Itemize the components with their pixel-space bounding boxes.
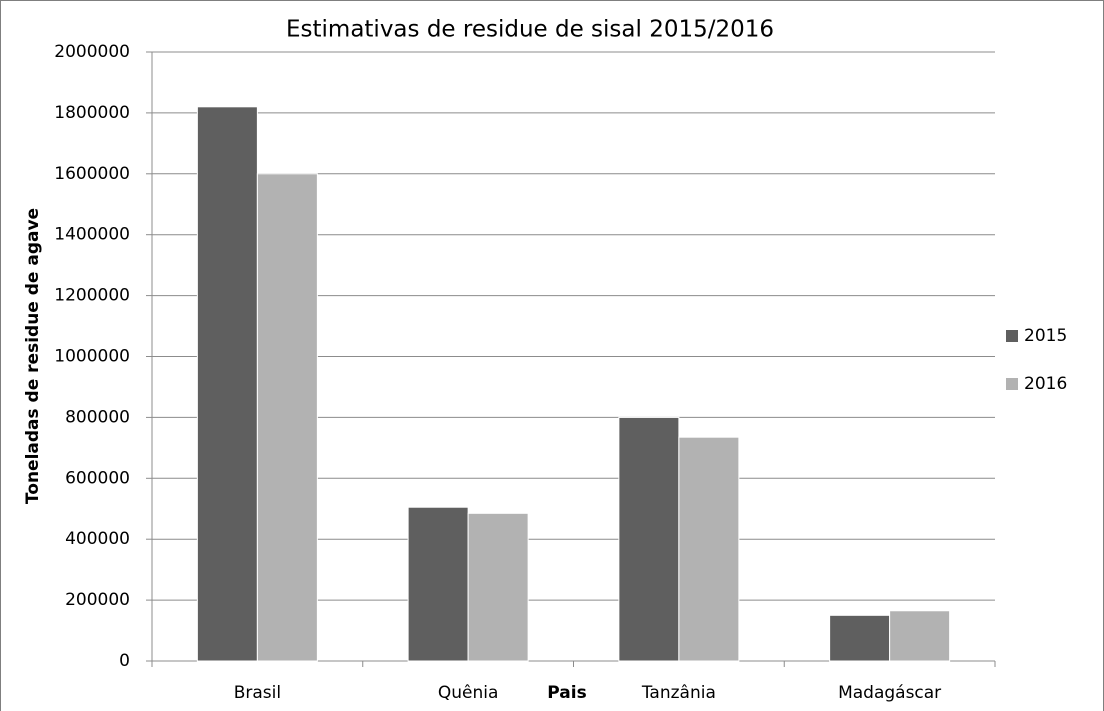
y-tick-label: 0	[119, 651, 130, 671]
chart-title: Estimativas de residue de sisal 2015/201…	[286, 17, 774, 43]
y-tick-label: 1200000	[54, 286, 130, 306]
y-tick-label: 2000000	[54, 42, 130, 62]
bar	[618, 416, 680, 662]
y-axis-title: Toneladas de residue de agave	[23, 208, 43, 504]
bar	[407, 506, 469, 662]
x-tick-label: Quênia	[438, 683, 499, 703]
legend-swatch	[1006, 378, 1018, 390]
legend-label: 2016	[1024, 374, 1067, 394]
bar	[467, 512, 529, 662]
y-tick-label: 400000	[65, 529, 130, 549]
y-tick-label: 1400000	[54, 225, 130, 245]
x-tick-label: Brasil	[234, 683, 281, 703]
y-tick-label: 800000	[65, 407, 130, 427]
bar	[889, 610, 951, 662]
bar	[196, 106, 258, 662]
legend-label: 2015	[1024, 326, 1067, 346]
y-tick-label: 200000	[65, 590, 130, 610]
legend-swatch	[1006, 330, 1018, 342]
bar	[678, 436, 740, 662]
bar	[256, 173, 318, 662]
x-tick-label: Tanzânia	[641, 683, 716, 703]
y-tick-label: 1600000	[54, 164, 130, 184]
y-tick-label: 600000	[65, 468, 130, 488]
y-tick-label: 1800000	[54, 103, 130, 123]
x-axis-title: Pais	[547, 683, 586, 703]
y-tick-label: 1000000	[54, 347, 130, 367]
bar	[829, 614, 891, 662]
x-tick-label: Madagáscar	[838, 683, 941, 703]
